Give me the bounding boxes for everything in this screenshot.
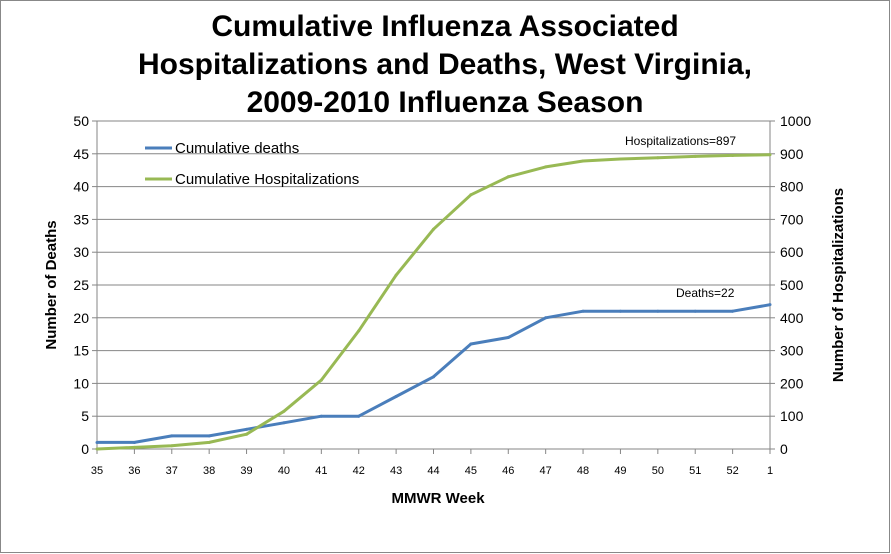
data-point bbox=[357, 414, 361, 418]
y2-tick-label: 300 bbox=[780, 343, 804, 359]
data-point bbox=[282, 409, 286, 413]
x-tick-label: 39 bbox=[240, 465, 252, 477]
y-tick-label: 40 bbox=[73, 179, 89, 195]
y2-tick-label: 600 bbox=[780, 244, 804, 260]
data-point bbox=[432, 227, 435, 231]
data-point bbox=[132, 445, 136, 449]
y2-tick-label: 1000 bbox=[780, 113, 811, 129]
data-point bbox=[245, 427, 249, 431]
data-point bbox=[432, 375, 435, 379]
x-tick-label: 52 bbox=[726, 465, 738, 477]
data-point bbox=[282, 421, 286, 425]
y2-tick-label: 100 bbox=[780, 408, 804, 424]
data-point bbox=[506, 175, 510, 179]
data-point bbox=[506, 335, 510, 339]
data-point bbox=[544, 316, 548, 320]
x-tick-label: 38 bbox=[203, 465, 215, 477]
y2-tick-label: 200 bbox=[780, 375, 804, 391]
y-tick-label: 15 bbox=[73, 343, 89, 359]
y2-tick-label: 900 bbox=[780, 146, 804, 162]
x-tick-label: 49 bbox=[614, 465, 626, 477]
data-point bbox=[656, 309, 660, 313]
annotation-deaths: Deaths=22 bbox=[676, 286, 735, 300]
data-point bbox=[693, 154, 697, 158]
x-tick-label: 42 bbox=[353, 465, 365, 477]
y-tick-label: 5 bbox=[81, 408, 89, 424]
y-tick-label: 25 bbox=[73, 277, 89, 293]
annotation-hospitalizations: Hospitalizations=897 bbox=[625, 134, 736, 148]
y2-tick-label: 0 bbox=[780, 441, 788, 457]
data-point bbox=[768, 153, 772, 157]
data-point bbox=[618, 309, 622, 313]
data-point bbox=[581, 159, 585, 163]
data-point bbox=[170, 434, 174, 438]
y2-axis-label: Number of Hospitalizations bbox=[830, 188, 847, 382]
y-tick-label: 45 bbox=[73, 146, 89, 162]
data-point bbox=[656, 156, 660, 160]
data-point bbox=[132, 440, 136, 444]
x-tick-label: 47 bbox=[540, 465, 552, 477]
x-tick-label: 43 bbox=[390, 465, 402, 477]
x-tick-label: 51 bbox=[689, 465, 701, 477]
y-axis-label: Number of Deaths bbox=[43, 220, 60, 349]
y-tick-label: 0 bbox=[81, 441, 89, 457]
data-point bbox=[394, 395, 398, 399]
x-tick-label: 45 bbox=[465, 465, 477, 477]
data-point bbox=[618, 157, 622, 161]
y-tick-label: 30 bbox=[73, 244, 89, 260]
chart-title-line: 2009-2010 Influenza Season bbox=[247, 86, 644, 119]
y2-tick-label: 700 bbox=[780, 211, 804, 227]
data-point bbox=[469, 342, 473, 346]
x-tick-label: 37 bbox=[166, 465, 178, 477]
data-point bbox=[731, 153, 735, 157]
data-point bbox=[170, 444, 174, 448]
data-point bbox=[581, 309, 585, 313]
x-tick-label: 40 bbox=[278, 465, 290, 477]
x-tick-label: 1 bbox=[767, 465, 773, 477]
legend-label-hospitalizations: Cumulative Hospitalizations bbox=[175, 171, 359, 188]
data-point bbox=[469, 193, 473, 197]
x-tick-label: 36 bbox=[128, 465, 140, 477]
data-point bbox=[95, 440, 99, 444]
data-point bbox=[207, 440, 211, 444]
chart-title-line: Cumulative Influenza Associated bbox=[211, 10, 678, 43]
y-tick-label: 35 bbox=[73, 211, 89, 227]
data-point bbox=[768, 303, 772, 307]
y2-tick-label: 500 bbox=[780, 277, 804, 293]
data-point bbox=[245, 432, 249, 436]
y-tick-label: 50 bbox=[73, 113, 89, 129]
data-point bbox=[693, 309, 697, 313]
y2-tick-label: 800 bbox=[780, 179, 804, 195]
data-point bbox=[207, 434, 211, 438]
data-point bbox=[731, 309, 735, 313]
y2-tick-label: 400 bbox=[780, 310, 804, 326]
x-tick-label: 35 bbox=[91, 465, 103, 477]
x-axis-label: MMWR Week bbox=[391, 490, 485, 507]
x-tick-label: 50 bbox=[652, 465, 664, 477]
legend-label-deaths: Cumulative deaths bbox=[175, 140, 299, 157]
data-point bbox=[544, 165, 548, 169]
chart-title-line: Hospitalizations and Deaths, West Virgin… bbox=[138, 48, 752, 81]
data-point bbox=[319, 378, 323, 382]
x-tick-label: 41 bbox=[315, 465, 327, 477]
y-tick-label: 10 bbox=[73, 375, 89, 391]
data-point bbox=[319, 414, 323, 418]
data-point bbox=[357, 329, 361, 333]
y-tick-label: 20 bbox=[73, 310, 89, 326]
x-tick-label: 44 bbox=[427, 465, 439, 477]
x-tick-label: 46 bbox=[502, 465, 514, 477]
data-point bbox=[95, 447, 99, 451]
x-tick-label: 48 bbox=[577, 465, 589, 477]
data-point bbox=[394, 273, 398, 277]
